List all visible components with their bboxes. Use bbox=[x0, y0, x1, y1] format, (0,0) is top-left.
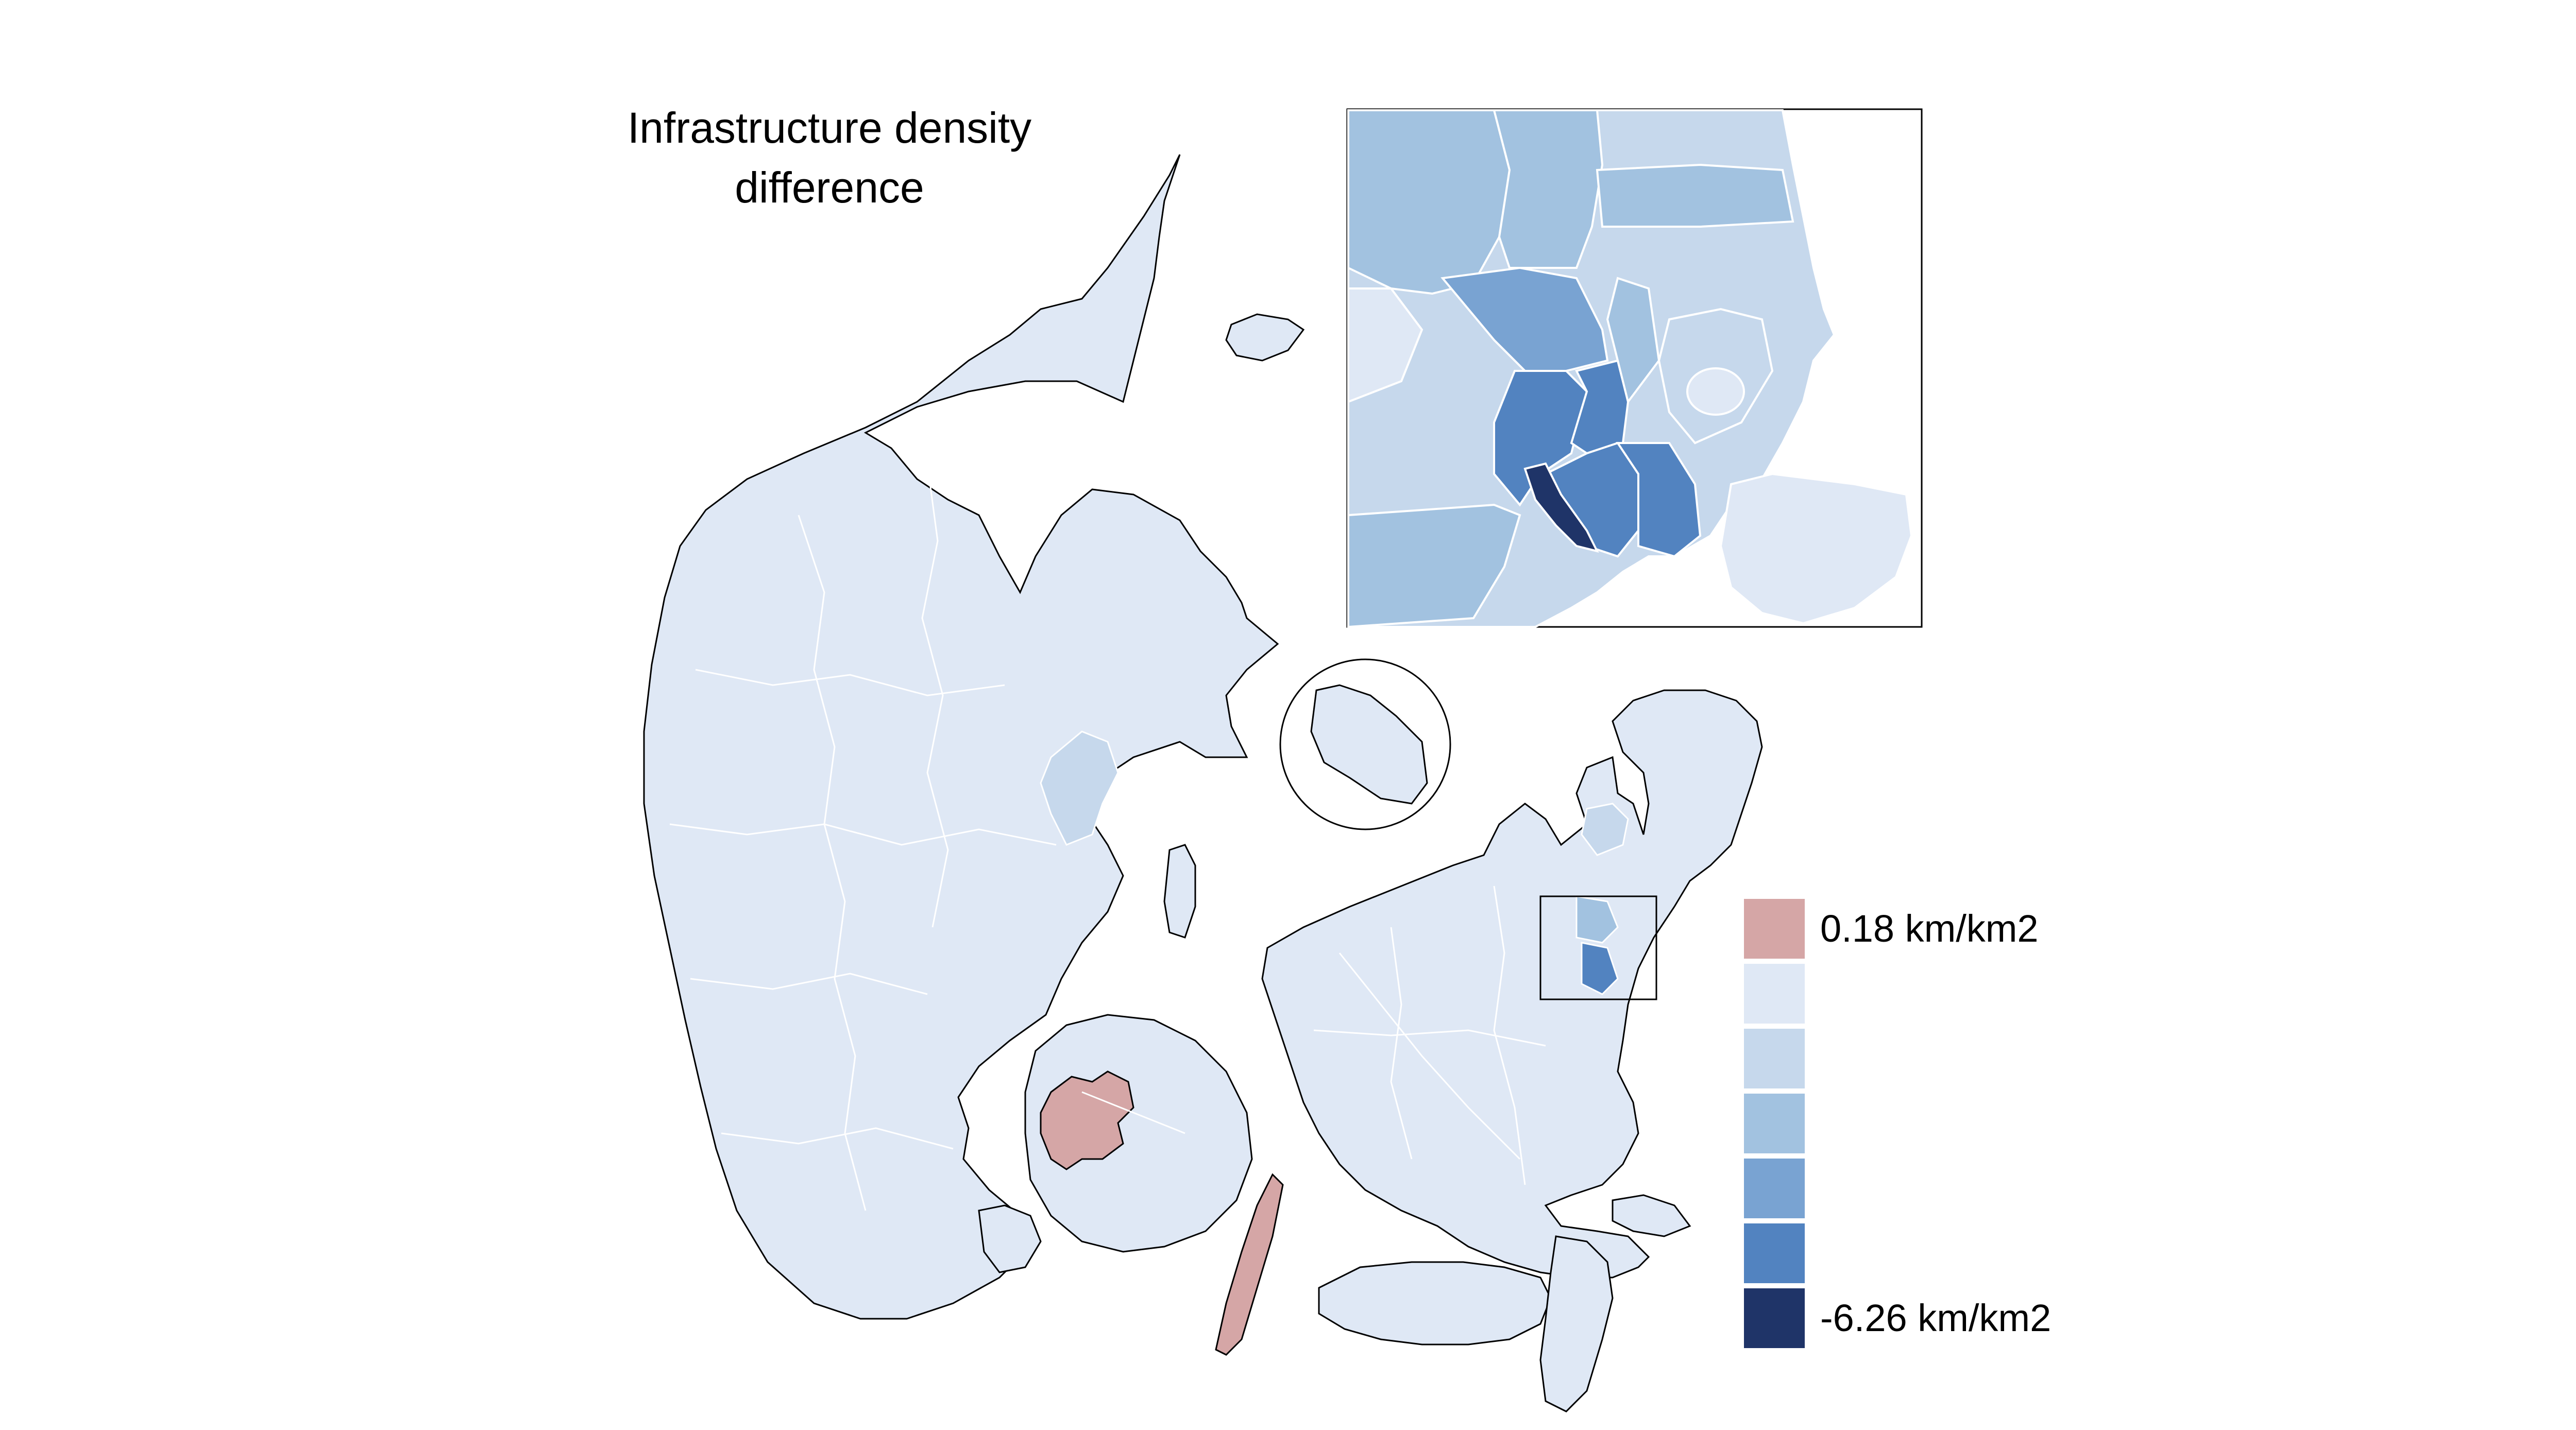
samsoe-island bbox=[1163, 844, 1196, 939]
odense-municipality bbox=[1040, 1070, 1134, 1170]
bornholm-island bbox=[1310, 684, 1428, 805]
langeland-island bbox=[1215, 1173, 1284, 1356]
falster-island bbox=[1539, 1235, 1614, 1412]
legend-label-7: -6.26 km/km2 bbox=[1820, 1297, 2052, 1339]
inset-locator-box bbox=[1539, 895, 1657, 1000]
inset-amager bbox=[1719, 472, 1913, 625]
inset-darkest-municipality bbox=[1523, 462, 1599, 553]
lolland-island bbox=[1318, 1261, 1552, 1346]
copenhagen-inset-map bbox=[1346, 108, 1923, 628]
capital-area-blue-3 bbox=[1581, 942, 1619, 995]
capital-area-blue-1 bbox=[1581, 803, 1629, 856]
zealand-region bbox=[1261, 689, 1763, 1279]
legend-label-1: 0.18 km/km2 bbox=[1820, 907, 2039, 950]
municipal-borders bbox=[669, 463, 1546, 1211]
legend-swatch-2 bbox=[1744, 964, 1805, 1024]
funen-region bbox=[1024, 1014, 1253, 1253]
legend-swatch-5 bbox=[1744, 1159, 1805, 1218]
legend-swatch-7 bbox=[1744, 1288, 1805, 1348]
bornholm-inset-circle bbox=[1279, 658, 1451, 830]
als-island bbox=[978, 1204, 1042, 1273]
laesoe-island bbox=[1225, 313, 1305, 362]
legend-swatch-3 bbox=[1744, 1029, 1805, 1088]
legend-swatch-4 bbox=[1744, 1094, 1805, 1153]
map-title-line-2: difference bbox=[735, 163, 924, 212]
jutland-region bbox=[643, 154, 1279, 1320]
map-title: Infrastructure density difference bbox=[546, 98, 1113, 217]
legend-swatch-1 bbox=[1744, 899, 1805, 959]
map-title-line-1: Infrastructure density bbox=[627, 104, 1032, 152]
aarhus-area-blue bbox=[1040, 730, 1119, 846]
moen-island bbox=[1612, 1194, 1691, 1237]
legend-swatch-6 bbox=[1744, 1223, 1805, 1283]
capital-area-blue-2 bbox=[1575, 895, 1619, 944]
